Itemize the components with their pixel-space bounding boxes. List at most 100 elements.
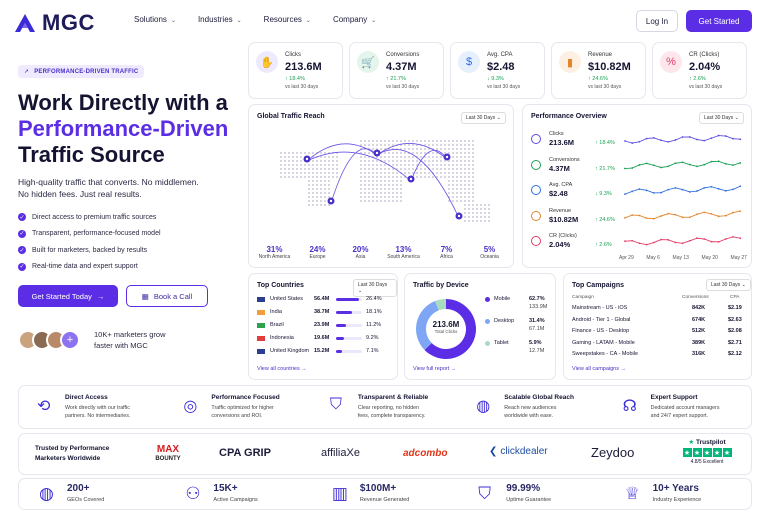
total-clicks-value: 213.6M xyxy=(432,320,460,329)
feature-title: Transparent & Reliable xyxy=(357,394,429,401)
stat-label: Revenue Generated xyxy=(359,497,410,503)
kpi-card: ▮ Revenue $10.82M ↑ 24.6% vs last 30 days xyxy=(551,42,646,99)
login-button[interactable]: Log In xyxy=(636,10,678,32)
stat-value: 10+ Years xyxy=(652,483,699,494)
brand-name: clickdealer xyxy=(500,446,548,457)
device-value: 133.9M xyxy=(529,304,548,310)
metric-label: Conversions xyxy=(549,156,580,163)
device-percent: 5.9% xyxy=(529,340,542,346)
region-stat: 24% Europe xyxy=(296,245,339,260)
view-all-countries-link[interactable]: View all countries → xyxy=(257,366,307,372)
campaign-row[interactable]: Sweepstakes - CA - Mobile 316K $2.12 xyxy=(572,351,744,357)
book-call-button[interactable]: ▦ Book a Call xyxy=(126,285,208,307)
map-pin-icon xyxy=(455,212,463,220)
feature-desc: Clear reporting, no hidden xyxy=(357,405,420,411)
region-name: North America xyxy=(258,254,291,260)
check-icon: ✓ xyxy=(18,213,26,222)
feature-desc: and 24/7 expert support. xyxy=(650,413,709,419)
trustpilot-rating: ★ Trustpilot ★ ★ ★ ★ ★ 4.8/5 Excellent xyxy=(675,438,739,465)
campaign-conversions: 389K xyxy=(692,339,706,346)
subtitle-line: No hidden fees. Just real results. xyxy=(18,189,142,199)
date-range-dropdown[interactable]: Last 30 Days ⌄ xyxy=(461,112,506,124)
campaign-conversions: 316K xyxy=(692,351,706,357)
metric-icon xyxy=(531,134,541,144)
trophy-icon: ♕ xyxy=(624,484,640,503)
kpi-change: ↑ 18.4% xyxy=(285,76,305,82)
star-icon: ★ xyxy=(702,448,712,457)
region-stat: 13% South America xyxy=(382,245,425,260)
kpi-label: Avg. CPA xyxy=(487,52,513,58)
date-range-dropdown[interactable]: Last 30 Days ⌄ xyxy=(699,112,744,124)
country-bar xyxy=(336,323,362,327)
country-bar xyxy=(336,297,362,301)
kpi-change: ↑ 2.6% xyxy=(689,76,706,82)
view-all-campaigns-link[interactable]: View all campaigns → xyxy=(572,366,627,372)
device-name: Tablet xyxy=(494,340,509,346)
benefit-item: ✓ Transparent, performance-focused model xyxy=(18,226,240,243)
globe-icon: ◍ xyxy=(39,484,54,503)
region-percent: 5% xyxy=(483,245,496,254)
traffic-arc xyxy=(376,143,448,160)
country-name: Indonesia xyxy=(270,335,294,341)
benefit-list: ✓ Direct access to premium traffic source… xyxy=(18,209,240,275)
feature-desc: Dedicated account managers xyxy=(650,405,720,411)
traffic-arc xyxy=(376,149,460,219)
stat-item: ▥ $100M+ Revenue Generated xyxy=(312,479,458,509)
metric-value: $2.48 xyxy=(549,189,568,198)
date-range-dropdown[interactable]: Last 30 Days ⌄ xyxy=(353,279,397,297)
feature-desc: conversions and ROI. xyxy=(211,413,263,419)
brand-name: CPA GRIP xyxy=(219,447,271,459)
device-percent: 31.4% xyxy=(529,318,545,324)
menu-company[interactable]: Company ⌄ xyxy=(333,15,376,24)
date-range-dropdown[interactable]: Last 30 Days ⌄ xyxy=(706,279,751,291)
metric-value: 213.6M xyxy=(549,138,575,147)
campaign-row[interactable]: Mainstream - US - iOS 842K $2.19 xyxy=(572,305,744,311)
country-row: Indonesia 19.6M 9.2% xyxy=(257,335,387,341)
trusted-line: Marketers Worldwide xyxy=(35,455,101,462)
traffic-arc xyxy=(330,148,378,204)
campaign-row[interactable]: Finance - US - Desktop 512K $2.08 xyxy=(572,328,744,334)
chevron-down-icon: ⌄ xyxy=(305,18,311,24)
kpi-period: vs last 30 days xyxy=(386,84,420,90)
get-started-button[interactable]: Get Started xyxy=(686,10,752,32)
feature-item: ◎ Performance Focused Traffic optimized fo… xyxy=(165,386,311,428)
menu-resources[interactable]: Resources ⌄ xyxy=(264,15,311,24)
country-bar-fill xyxy=(336,323,346,327)
metric-icon xyxy=(531,159,541,170)
menu-label: Solutions xyxy=(134,15,167,24)
check-icon: ✓ xyxy=(18,229,26,238)
star-icon: ★ xyxy=(722,448,732,457)
menu-industries[interactable]: Industries ⌄ xyxy=(198,15,242,24)
chevron-down-icon: ⌄ xyxy=(236,18,242,24)
map-pin-icon xyxy=(303,155,311,163)
hero-title: Work Directly with a Performance-Driven … xyxy=(18,90,240,168)
features-strip: ⟲ Direct Access Work directly with our tra… xyxy=(18,385,752,429)
country-percent: 18.1% xyxy=(366,309,382,315)
benefit-text: Transparent, performance-focused model xyxy=(32,230,161,238)
button-label: Get Started Today xyxy=(31,291,92,301)
metric-icon xyxy=(531,236,541,246)
performance-overview-card: Performance Overview Last 30 Days ⌄ Clic… xyxy=(522,104,752,268)
menu-solutions[interactable]: Solutions ⌄ xyxy=(134,15,176,24)
check-icon: ✓ xyxy=(18,262,26,271)
country-value: 56.4M xyxy=(314,296,330,302)
logo-zeydoo: Zeydoo xyxy=(591,445,634,460)
campaign-row[interactable]: Android - Tier 1 - Global 674K $2.63 xyxy=(572,317,744,323)
world-map xyxy=(280,140,490,222)
subtitle-line: High-quality traffic that converts. No m… xyxy=(18,177,199,187)
region-percent: 24% xyxy=(309,245,326,254)
campaign-row[interactable]: Gaming - LATAM - Mobile 389K $2.71 xyxy=(572,340,744,346)
feature-title: Scalable Global Reach xyxy=(504,394,574,401)
campaign-cpa: $2.12 xyxy=(728,351,742,357)
view-full-report-link[interactable]: View full report → xyxy=(413,366,457,372)
logo-affiliaxe: affiliaXe xyxy=(321,447,360,459)
region-stats: 31% North America 24% Europe 20% Asia 13% South… xyxy=(253,245,511,260)
stat-list: ◍ 200+ GEOs Covered ⚇ 15K+ Active Campaigns ▥ $… xyxy=(19,479,751,509)
brand-logo[interactable]: MGC xyxy=(14,10,95,36)
hero-subtitle: High-quality traffic that converts. No m… xyxy=(18,176,240,200)
hero-title-accent: Performance-Driven xyxy=(18,116,229,141)
metric-change: ↓ 9.3% xyxy=(595,191,612,197)
menu-label: Company xyxy=(332,15,368,24)
get-started-today-button[interactable]: Get Started Today → xyxy=(18,285,118,307)
shield-icon: ⛉ xyxy=(329,396,342,413)
